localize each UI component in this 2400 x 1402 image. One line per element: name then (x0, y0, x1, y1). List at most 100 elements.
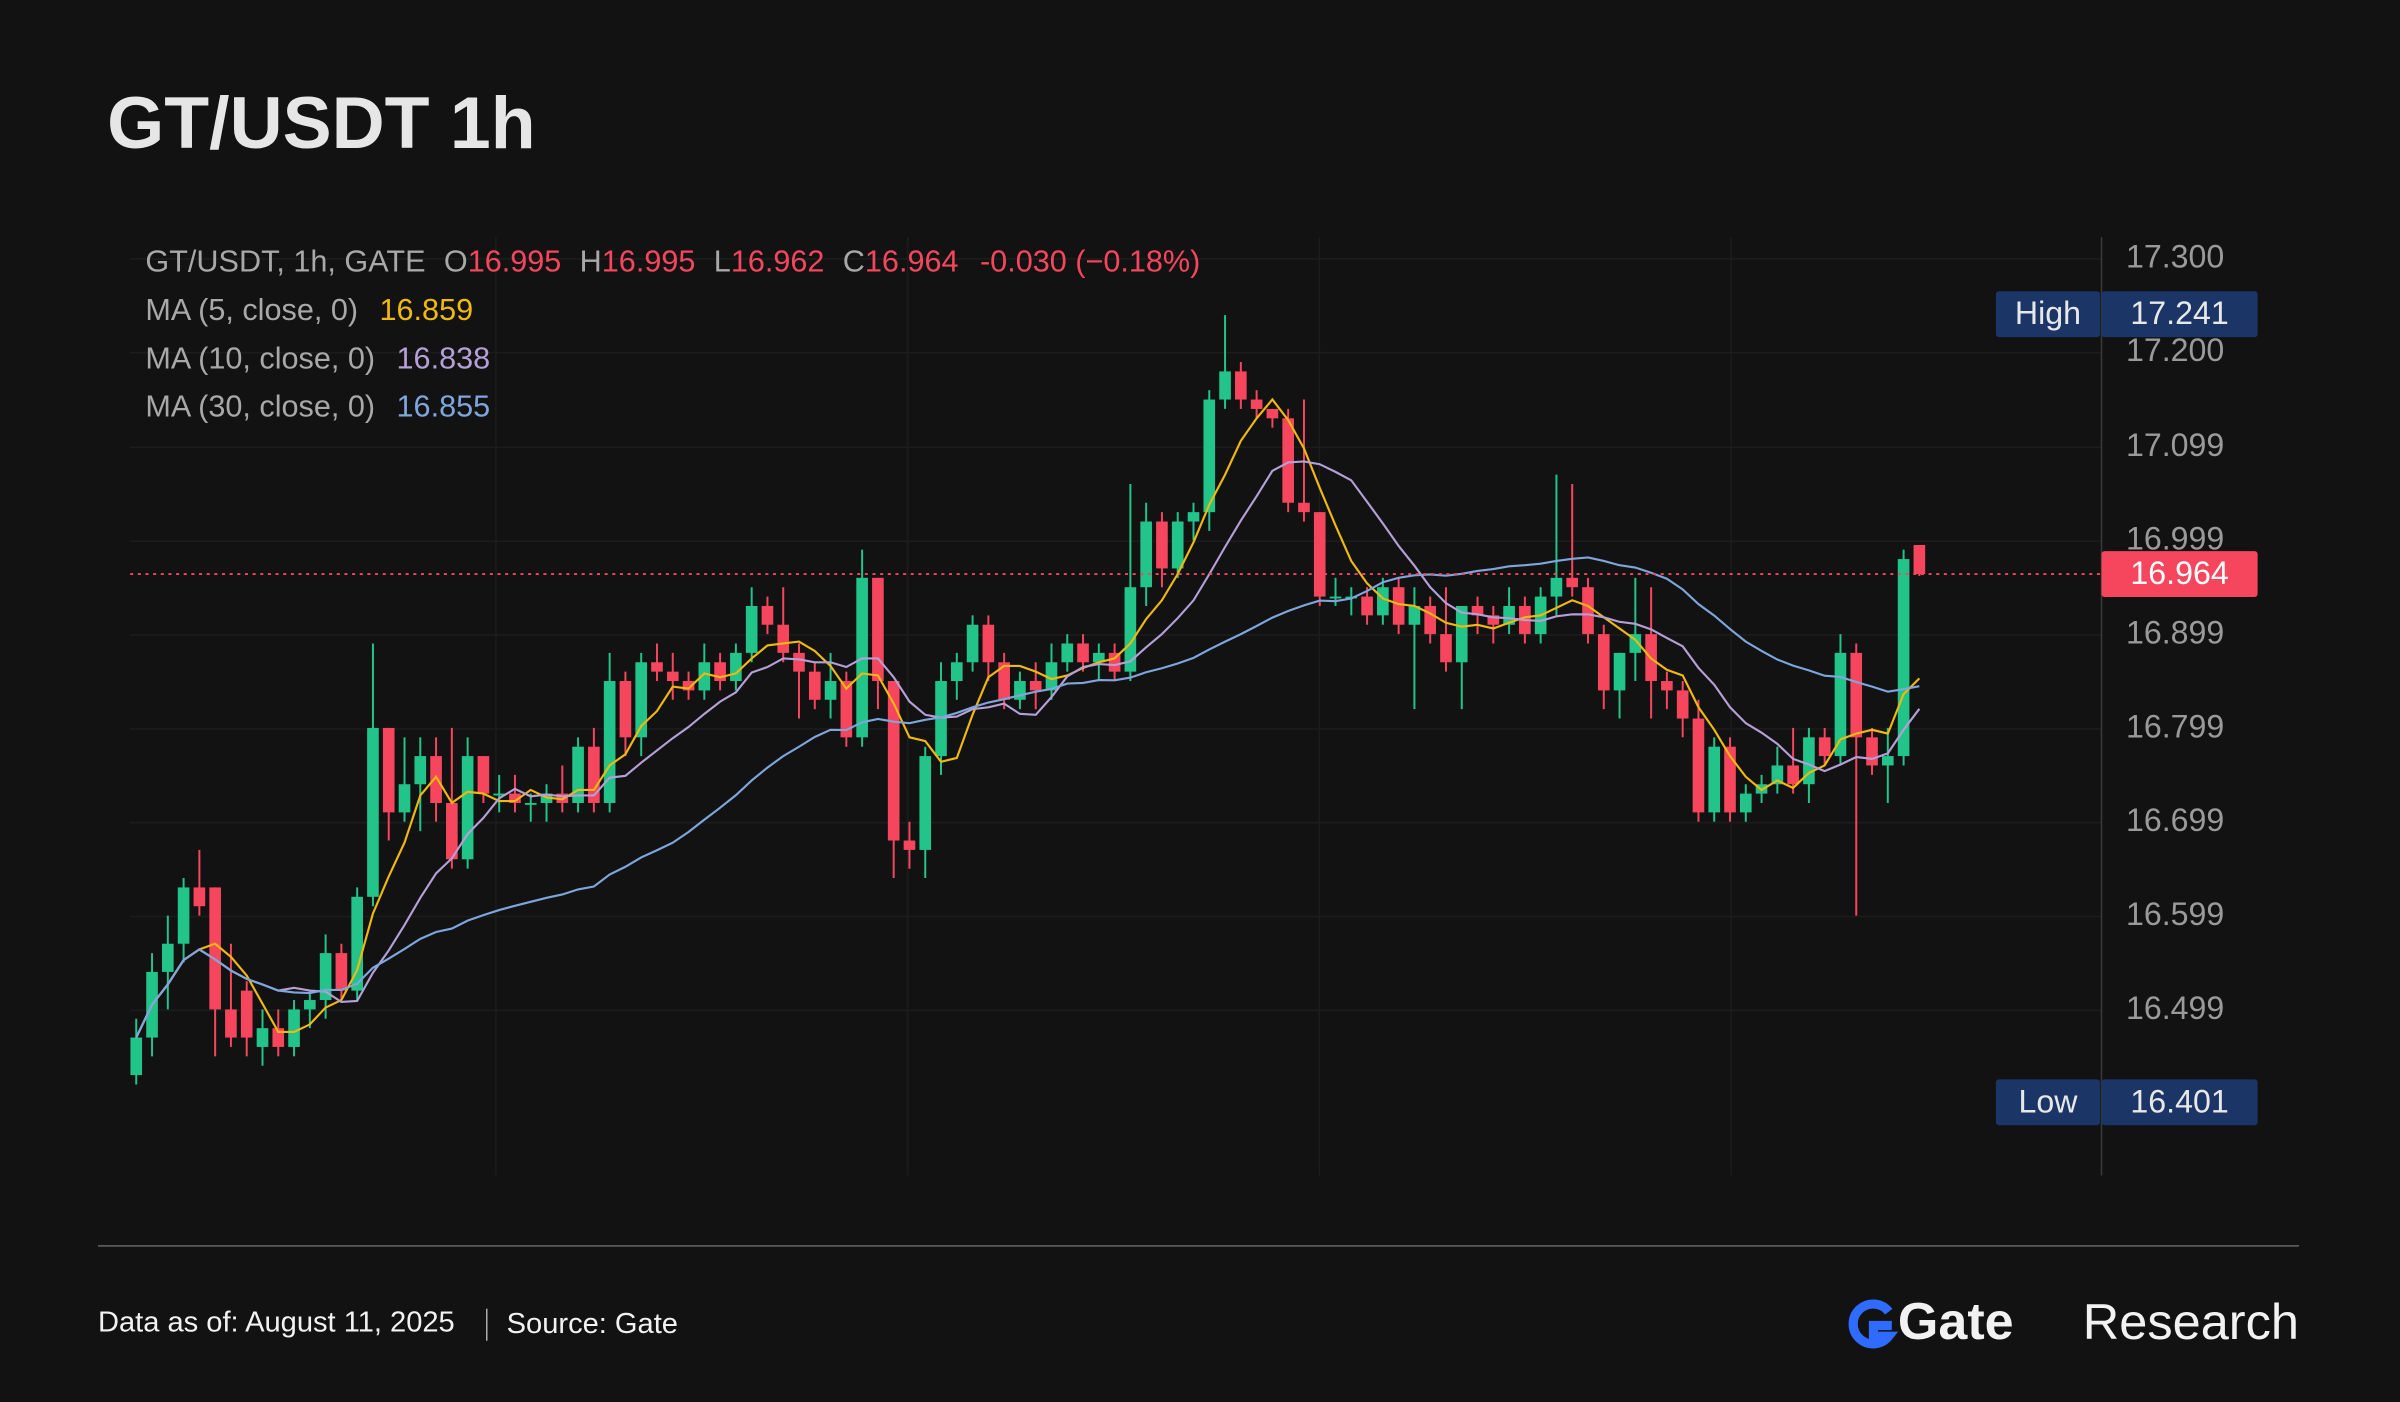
candle-body (1471, 605, 1484, 616)
candle-body (1818, 737, 1831, 757)
candle-body (1124, 587, 1137, 672)
candle-body (1187, 512, 1200, 522)
candle-body (1897, 559, 1910, 757)
brand: Gate (1898, 1293, 2014, 1351)
candle-body (1803, 737, 1815, 785)
candle-body (840, 681, 853, 738)
candle-body (288, 1009, 300, 1047)
marker-value: 16.401 (2130, 1083, 2228, 1119)
candle-body (1455, 605, 1468, 663)
candle-body (1061, 643, 1074, 663)
candle-body (1676, 690, 1689, 719)
candle-body (1566, 577, 1579, 588)
y-tick-label: 16.699 (2126, 802, 2224, 838)
marker-name-bg (1995, 1079, 2100, 1126)
candle-body (1045, 662, 1058, 691)
candle-body (761, 605, 774, 625)
candle-body (998, 662, 1010, 700)
candle-body (982, 624, 995, 663)
candle-body (1487, 615, 1500, 625)
candle-body (919, 756, 932, 850)
candle-body (824, 681, 837, 700)
y-tick-label: 17.200 (2126, 332, 2224, 368)
candle-body (1377, 587, 1389, 616)
candle-body (603, 681, 616, 803)
candle-body (1250, 399, 1263, 409)
candle-body (1408, 605, 1421, 625)
candle-body (351, 896, 363, 991)
candle-body (714, 662, 726, 682)
candle-body (1440, 634, 1452, 663)
candle-body (1093, 652, 1105, 663)
candle-body (1424, 605, 1437, 635)
candle-body (1866, 737, 1878, 766)
last-price-tag (2101, 551, 2258, 598)
candle-body (1913, 544, 1926, 575)
candle-body (1629, 634, 1642, 653)
candle-body (1550, 577, 1563, 597)
marker-value: 17.241 (2130, 295, 2228, 331)
candle-body (493, 793, 506, 796)
indicator-value: 16.838 (397, 342, 491, 376)
candle-body (808, 671, 821, 700)
candle-body (619, 681, 632, 738)
symbol: GT/USDT, 1h, GATE (145, 244, 425, 278)
candle-body (635, 662, 648, 738)
candle-body (1329, 596, 1342, 599)
marker-name: Low (2018, 1083, 2078, 1119)
ohlc-value: 16.964 (865, 244, 959, 278)
indicator-entry: MA (5, close, 0) 16.859 (145, 293, 473, 327)
candle-body (272, 1028, 285, 1047)
ohlc-value: 16.962 (731, 244, 825, 278)
candle-body (950, 662, 963, 682)
ohlc-value: 16.995 (468, 244, 562, 278)
candle-body (966, 624, 979, 663)
footer-source: Source: Gate (507, 1308, 678, 1340)
candle-body (1219, 371, 1231, 400)
candle-body (1014, 681, 1026, 700)
moving-average (135, 397, 1921, 1039)
axis: 17.300 17.200 17.099 16.999 16.899 16.799 16.6… (1995, 238, 2258, 1126)
candle-body (1724, 746, 1736, 813)
last-price-label: 16.964 (2130, 555, 2228, 591)
candle-body (777, 624, 790, 653)
y-tick-label: 16.799 (2126, 708, 2224, 744)
indicator-label: MA (30, close, 0) (145, 390, 375, 424)
change: -0.030 (−0.18%) (980, 244, 1200, 278)
candle-body (430, 756, 442, 803)
candle-body (130, 1037, 143, 1076)
candle-body (872, 577, 884, 682)
candle-body (1771, 765, 1784, 785)
candle-body (509, 793, 521, 803)
ohlc-value: 16.995 (602, 244, 696, 278)
candle-body (1661, 681, 1673, 691)
candle-body (745, 605, 758, 653)
candle-body (193, 887, 206, 907)
grid (130, 258, 2102, 1012)
candle-body (1203, 399, 1216, 513)
candle-body (414, 756, 427, 785)
candle-body (1235, 371, 1247, 400)
candle-body (1392, 587, 1405, 625)
indicator-label: MA (5, close, 0) (145, 293, 358, 327)
candle-body (1708, 746, 1721, 813)
y-tick-label: 17.300 (2126, 238, 2224, 274)
candle-body (793, 652, 805, 672)
marker-value-bg (2101, 291, 2258, 338)
y-tick-label: 16.899 (2126, 615, 2224, 651)
candle-body (398, 784, 411, 813)
candle-body (1077, 643, 1089, 663)
candle-body (1361, 596, 1373, 616)
logo-icon (1848, 1299, 1899, 1349)
candle-body (319, 953, 332, 1001)
candle-body (225, 1009, 237, 1038)
candle-body (588, 746, 600, 803)
candle-body (240, 990, 253, 1038)
candle-body (1881, 756, 1894, 766)
candle-body (256, 1028, 269, 1047)
brand-suffix: Research (2083, 1293, 2299, 1350)
candle-body (1692, 718, 1705, 813)
